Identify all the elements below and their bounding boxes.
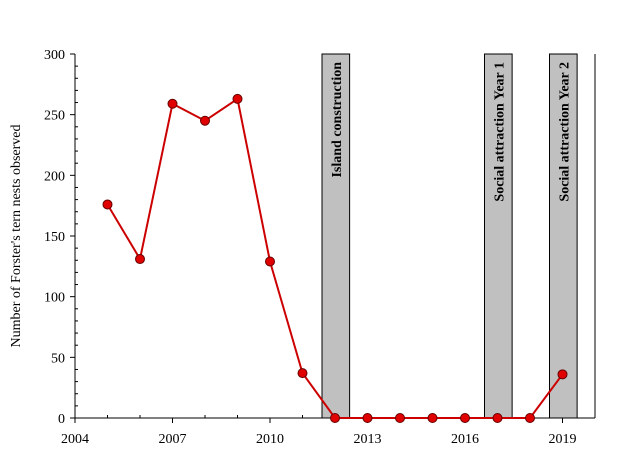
x-tick-label-2013: 2013 bbox=[354, 432, 382, 447]
data-point-2010 bbox=[265, 256, 275, 267]
x-tick-label-2010: 2010 bbox=[256, 432, 284, 447]
period-label-2: Social attraction Year 2 bbox=[557, 62, 572, 202]
data-point-2005 bbox=[102, 199, 113, 210]
data-point-2006 bbox=[135, 254, 145, 265]
data-point-2013 bbox=[362, 413, 373, 423]
period-label-0: Island construction bbox=[330, 62, 345, 178]
period-band-2 bbox=[549, 53, 578, 419]
x-tick-label-2019: 2019 bbox=[549, 432, 577, 447]
data-point-2016 bbox=[460, 413, 470, 423]
period-band-0 bbox=[321, 53, 351, 419]
y-tick-label-0: 0 bbox=[58, 412, 65, 427]
data-point-2008 bbox=[200, 115, 210, 126]
data-point-2018 bbox=[525, 413, 535, 423]
y-tick-label-100: 100 bbox=[44, 291, 65, 306]
y-tick-label-250: 250 bbox=[44, 109, 65, 124]
period-band-1 bbox=[484, 53, 513, 419]
y-tick-label-50: 50 bbox=[51, 351, 65, 366]
y-axis-title: Number of Forster's tern nests observed bbox=[9, 125, 24, 348]
data-point-2019 bbox=[557, 369, 568, 380]
period-bands: Island construction Social attraction Yea… bbox=[321, 53, 578, 419]
data-point-2017 bbox=[492, 413, 503, 423]
data-point-2009 bbox=[232, 93, 243, 104]
series bbox=[102, 93, 568, 423]
y-tick-label-150: 150 bbox=[44, 230, 65, 245]
axes: 0 50 100 150 200 250 300 2004 2007 2010 2013 2016 20… bbox=[44, 48, 596, 447]
x-tick-label-2007: 2007 bbox=[159, 432, 187, 447]
data-point-2015 bbox=[427, 413, 438, 423]
y-tick-label-200: 200 bbox=[44, 169, 65, 184]
data-point-2007 bbox=[167, 98, 178, 109]
period-label-1: Social attraction Year 1 bbox=[492, 62, 507, 202]
x-tick-label-2016: 2016 bbox=[451, 432, 479, 447]
x-tick-label-2004: 2004 bbox=[61, 432, 89, 447]
data-point-2012 bbox=[330, 413, 340, 423]
y-tick-label-300: 300 bbox=[44, 48, 65, 63]
data-point-2014 bbox=[395, 413, 405, 423]
data-point-2011 bbox=[297, 368, 308, 379]
